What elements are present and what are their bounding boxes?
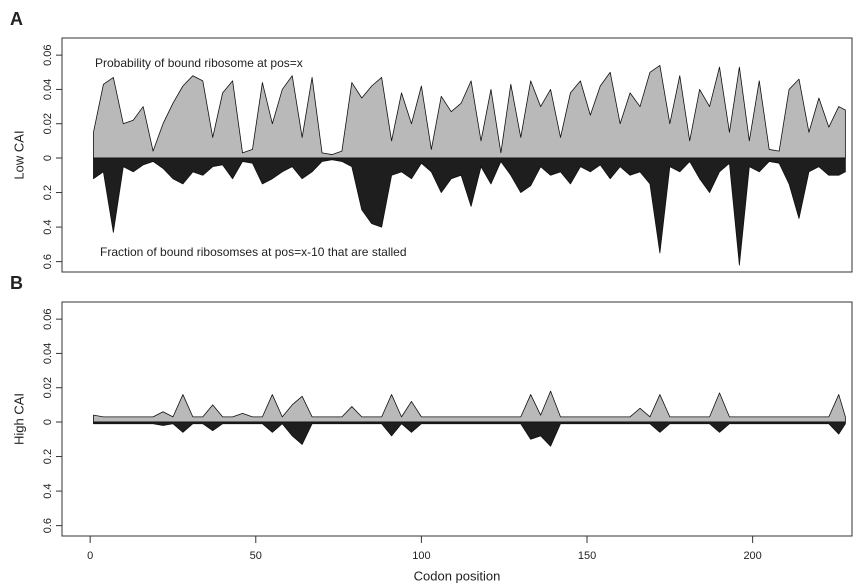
area (93, 421, 846, 447)
y-tick-label: 0.02 (42, 377, 54, 398)
y-tick-label: 0.06 (42, 308, 54, 329)
x-tick-label: 50 (250, 550, 262, 562)
x-tick-label: 0 (87, 550, 93, 562)
y-tick-label: 0.4 (42, 219, 54, 234)
y-axis-title: Low CAI (11, 130, 26, 179)
area (93, 65, 846, 159)
annotation: Fraction of bound ribosomses at pos=x-10… (100, 245, 407, 259)
x-tick-label: 100 (412, 550, 430, 562)
y-tick-label: 0.6 (42, 518, 54, 533)
y-axis-title: High CAI (11, 393, 26, 445)
y-tick-label: 0 (42, 155, 54, 161)
panel-letter: A (10, 9, 23, 29)
annotation: Probability of bound ribosome at pos=x (95, 56, 303, 70)
area (93, 390, 846, 423)
plot-frame (61, 37, 853, 273)
y-tick-label: 0.04 (42, 79, 54, 100)
y-tick-label: 0.06 (42, 44, 54, 65)
panel-letter: B (10, 273, 23, 293)
x-tick-label: 200 (743, 550, 761, 562)
y-tick-label: 0.02 (42, 113, 54, 134)
y-tick-label: 0.4 (42, 483, 54, 498)
y-tick-label: 0 (42, 419, 54, 425)
x-axis-title: Codon position (414, 568, 501, 583)
y-tick-label: 0.04 (42, 343, 54, 364)
y-tick-label: 0.2 (42, 185, 54, 200)
y-tick-label: 0.6 (42, 254, 54, 269)
y-tick-label: 0.2 (42, 449, 54, 464)
x-tick-label: 150 (578, 550, 596, 562)
area (93, 157, 846, 266)
plot-frame (61, 301, 853, 537)
